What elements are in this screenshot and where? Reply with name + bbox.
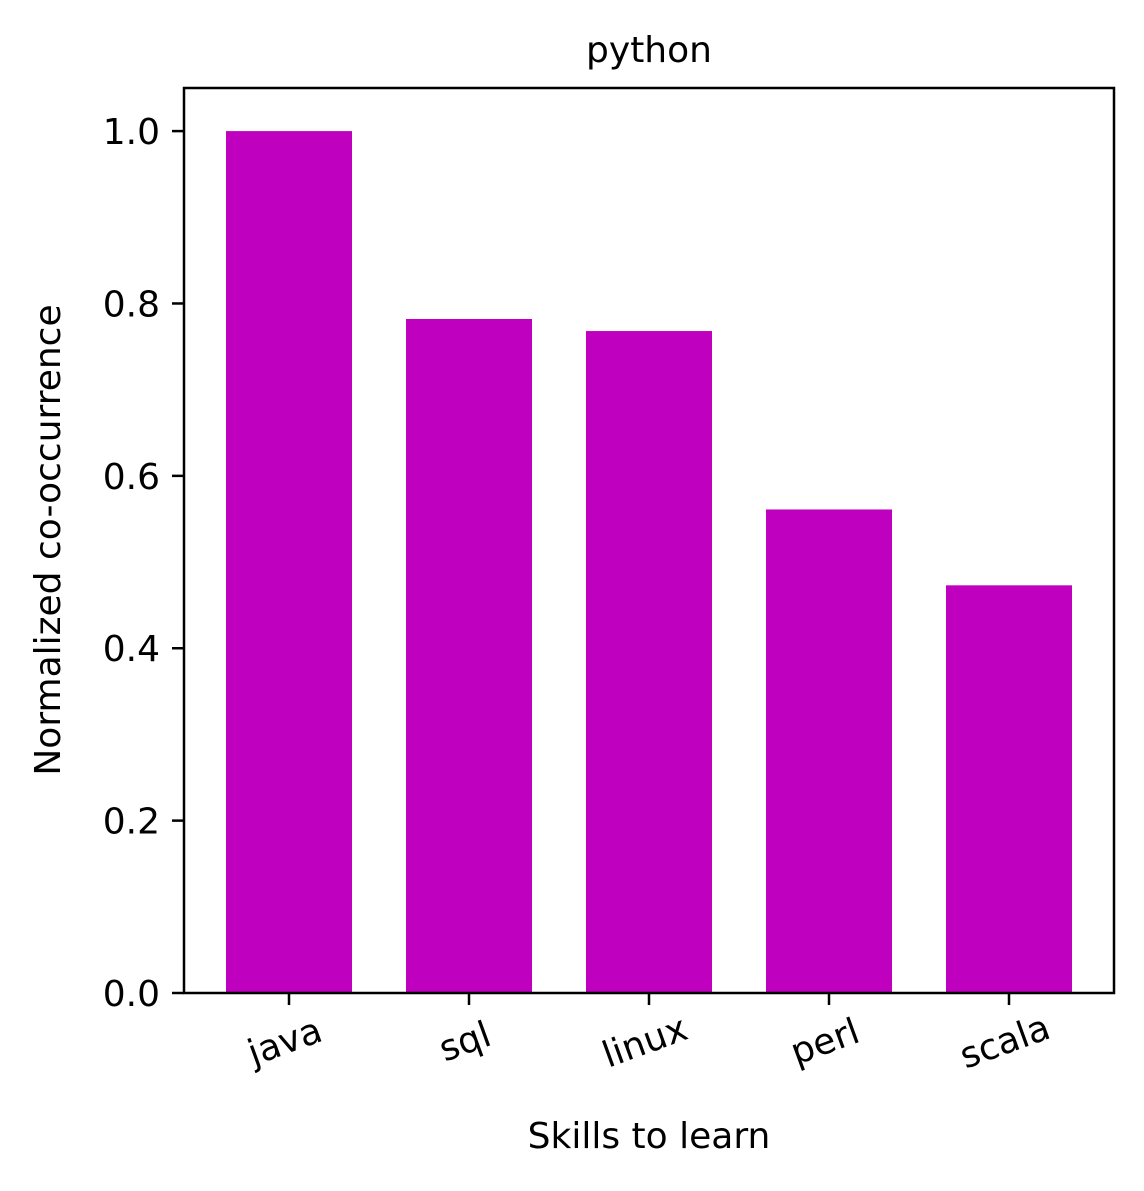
y-axis-label: Normalized co-occurrence	[28, 304, 69, 775]
bar-linux	[586, 331, 712, 993]
bar-java	[226, 131, 352, 994]
y-tick-label: 0.0	[103, 974, 160, 1015]
x-tick-label-sql: sql	[434, 1014, 497, 1070]
x-tick-label-scala: scala	[955, 1007, 1056, 1077]
plot-frame	[182, 86, 1116, 995]
chart-title: python	[586, 30, 712, 71]
x-tick-label-perl: perl	[785, 1011, 865, 1073]
y-tick-label: 0.4	[103, 629, 160, 670]
x-tick-label-linux: linux	[597, 1008, 693, 1076]
bar-perl	[766, 509, 892, 993]
y-tick-label: 0.2	[103, 802, 160, 843]
y-tick-label: 1.0	[103, 112, 160, 153]
x-axis: java sql linux perl scala	[242, 993, 1056, 1077]
y-axis: 0.0 0.2 0.4 0.6 0.8 1.0	[103, 112, 184, 1015]
x-axis-label: Skills to learn	[528, 1116, 771, 1157]
bars-layer	[226, 131, 1072, 994]
y-tick-label: 0.8	[103, 284, 160, 325]
y-tick-label: 0.6	[103, 457, 160, 498]
x-tick-label-java: java	[242, 1010, 328, 1075]
bar-sql	[406, 318, 532, 993]
bar-scala	[946, 585, 1072, 993]
